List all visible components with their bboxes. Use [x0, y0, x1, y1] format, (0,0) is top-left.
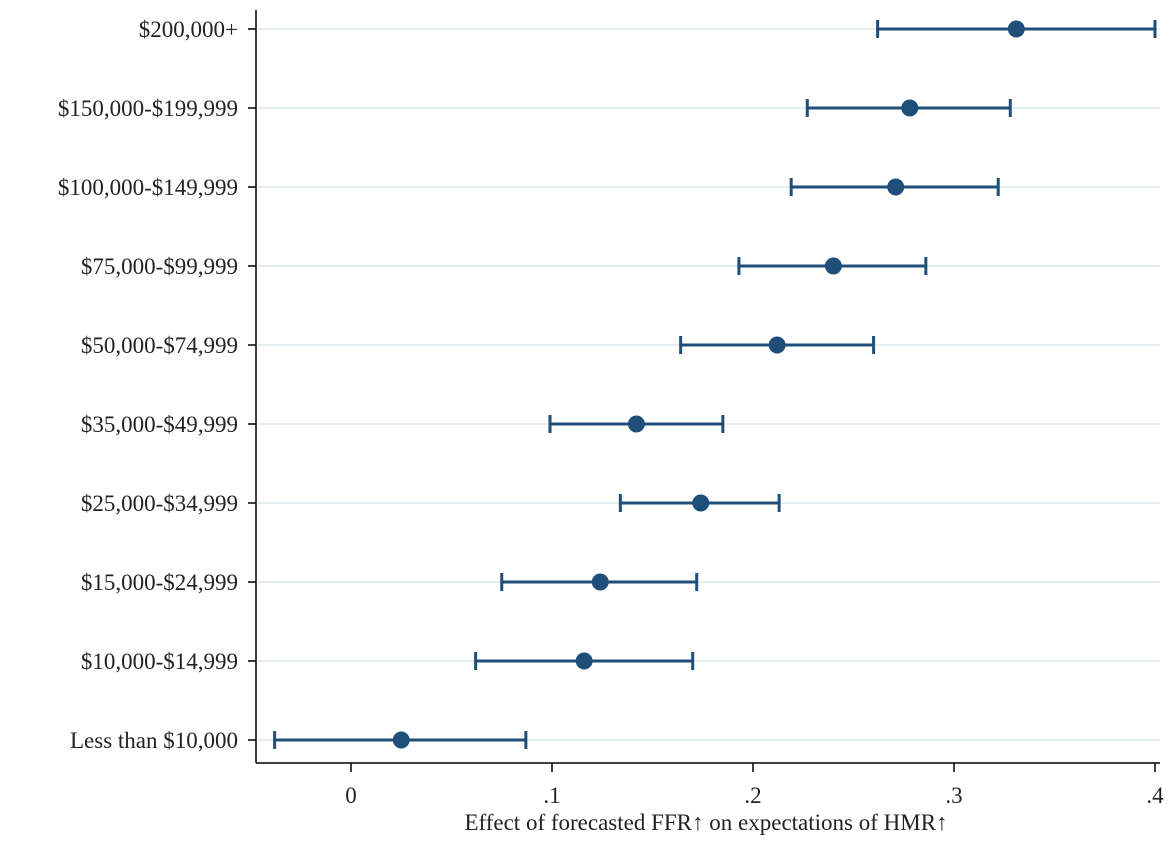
- category-label: $200,000+: [139, 17, 238, 42]
- category-labels: $200,000+ $150,000-$199,999 $100,000-$149,…: [58, 17, 256, 753]
- axes: [255, 10, 1160, 764]
- x-tick-label: .3: [945, 783, 962, 808]
- x-tick-label: .2: [744, 783, 761, 808]
- estimates: [273, 20, 1157, 749]
- point-estimate: [591, 573, 609, 591]
- category-label: $75,000-$99,999: [81, 254, 238, 279]
- point-estimate: [392, 731, 410, 749]
- category-label: $25,000-$34,999: [81, 491, 238, 516]
- point-estimate: [901, 99, 919, 117]
- x-axis-title: Effect of forecasted FFR↑ on expectation…: [464, 810, 947, 835]
- category-label: $100,000-$149,999: [58, 175, 238, 200]
- x-tick-label: 0: [345, 783, 357, 808]
- point-estimate: [1007, 20, 1025, 38]
- category-label: Less than $10,000: [70, 728, 238, 753]
- x-ticks: 0 .1 .2 .3 .4: [345, 763, 1164, 808]
- point-estimate: [627, 415, 645, 433]
- point-estimate: [692, 494, 710, 512]
- category-label: $15,000-$24,999: [81, 570, 238, 595]
- gridlines: [258, 28, 1160, 741]
- category-label: $150,000-$199,999: [58, 96, 238, 121]
- x-tick-label: .4: [1146, 783, 1164, 808]
- x-tick-label: .1: [543, 783, 560, 808]
- category-label: $35,000-$49,999: [81, 412, 238, 437]
- point-estimate: [768, 336, 786, 354]
- category-label: $10,000-$14,999: [81, 649, 238, 674]
- point-estimate: [824, 257, 842, 275]
- point-estimate: [887, 178, 905, 196]
- point-estimate: [575, 652, 593, 670]
- category-label: $50,000-$74,999: [81, 333, 238, 358]
